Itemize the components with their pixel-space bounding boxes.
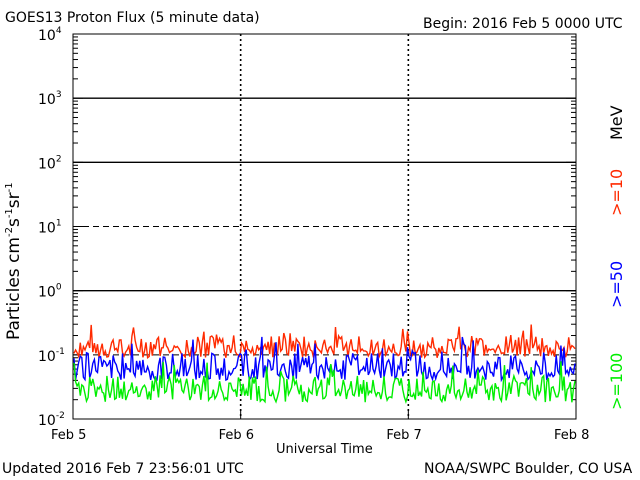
y-tick-label: 101 <box>38 219 62 237</box>
series-line-0 <box>73 324 576 360</box>
legend-series-100: >=100 <box>607 352 626 410</box>
unit-label: MeV <box>607 105 626 140</box>
y-tick-label: 100 <box>38 283 62 301</box>
y-tick-label: 10-1 <box>38 347 65 365</box>
y-tick-label: 103 <box>38 90 62 108</box>
series-line-1 <box>73 336 576 383</box>
y-tick-label: 10-2 <box>38 411 65 429</box>
y-tick-label: 104 <box>38 26 62 44</box>
x-tick-label: Feb 6 <box>219 428 254 443</box>
y-axis-label: Particles cm-2s-1sr-1 <box>4 182 24 340</box>
legend-series-50: >=50 <box>607 260 626 308</box>
credit: NOAA/SWPC Boulder, CO USA <box>424 461 633 477</box>
x-axis-label: Universal Time <box>276 442 373 457</box>
y-tick-label: 102 <box>38 154 62 172</box>
x-tick-label: Feb 7 <box>386 428 421 443</box>
updated-time: Updated 2016 Feb 7 23:56:01 UTC <box>2 461 244 477</box>
x-tick-label: Feb 5 <box>51 428 86 443</box>
series-line-2 <box>73 361 576 405</box>
legend-series-10: >=10 <box>607 168 626 216</box>
chart-title: GOES13 Proton Flux (5 minute data) <box>5 10 260 26</box>
begin-time: Begin: 2016 Feb 5 0000 UTC <box>423 16 623 32</box>
x-tick-label: Feb 8 <box>554 428 589 443</box>
